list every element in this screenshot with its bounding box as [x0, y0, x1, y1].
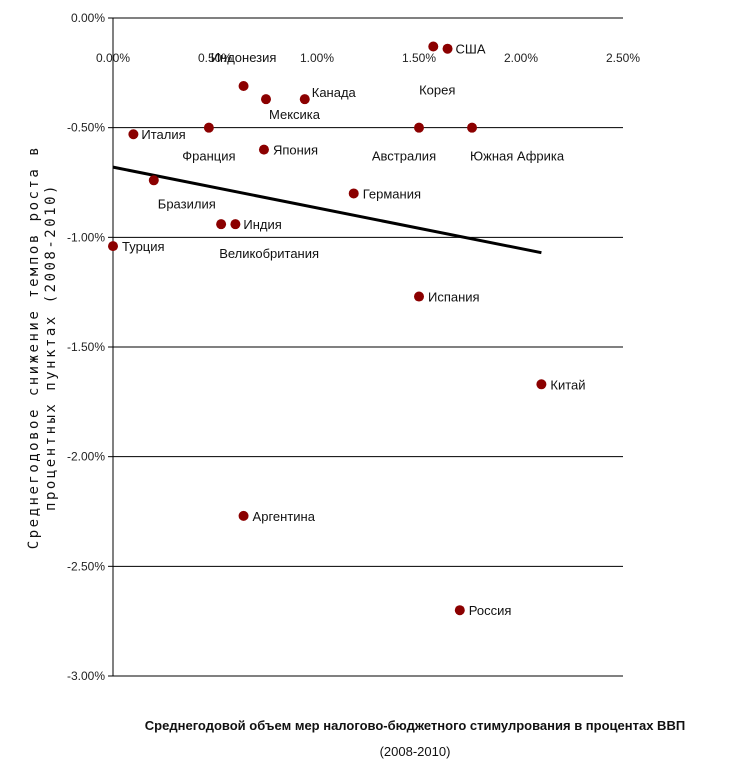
x-axis-label-line2: (2008-2010)	[380, 744, 451, 759]
y-tick-label: -0.50%	[67, 121, 105, 135]
point-label: Индия	[243, 217, 281, 232]
point-label: Аргентина	[253, 509, 316, 524]
data-point	[128, 129, 139, 140]
y-tick-label: -2.50%	[67, 559, 105, 573]
point-label: США	[456, 42, 486, 57]
y-tick-label: 0.00%	[71, 11, 105, 25]
gridlines	[108, 17, 623, 677]
y-axis-label-line2: процентных пунктах (2008-2010)	[43, 183, 59, 511]
data-point	[203, 122, 214, 133]
x-axis-label: Среднегодовой объем мер налогово-бюджетн…	[145, 718, 685, 733]
y-tick-label: -1.50%	[67, 340, 105, 354]
data-point	[414, 122, 424, 133]
point-label: Россия	[469, 603, 512, 618]
point-label: Австралия	[372, 149, 436, 164]
data-points: Турция Италия Бразилия Франция Великобритани…	[108, 41, 586, 618]
trend-line	[112, 165, 542, 255]
x-tick-label: 0.00%	[96, 51, 130, 65]
point-label: Бразилия	[158, 196, 216, 211]
x-tick-label: 0.50%	[198, 51, 232, 65]
data-point	[238, 510, 249, 521]
y-axis-label: Среднегодовое снижение темпов роста в	[26, 145, 42, 549]
x-tick-labels: 0.00% 0.50% 1.00% 1.50% 2.00% 2.50%	[96, 51, 640, 65]
point-label: Мексика	[269, 107, 321, 122]
point-label: Южная Африка	[470, 149, 565, 164]
data-point	[216, 219, 227, 230]
point-label: Япония	[273, 143, 318, 158]
data-point	[414, 291, 424, 302]
y-tick-labels: 0.00% -0.50% -1.00% -1.50% -2.00% -2.50% -3.00…	[67, 11, 105, 683]
y-tick-label: -1.00%	[67, 230, 105, 244]
point-label: Италия	[141, 127, 185, 142]
point-label: Великобритания	[219, 246, 319, 261]
data-point	[258, 144, 269, 155]
x-tick-label: 2.00%	[504, 51, 538, 65]
point-label: Испания	[428, 290, 480, 305]
data-point	[148, 175, 159, 186]
data-point	[442, 43, 453, 54]
data-point	[261, 94, 271, 105]
data-point	[230, 219, 241, 230]
x-tick-label: 1.00%	[300, 51, 334, 65]
data-point	[536, 379, 547, 390]
point-label: Германия	[363, 186, 421, 201]
x-tick-label: 2.50%	[606, 51, 640, 65]
point-label: Корея	[419, 83, 455, 98]
data-point	[467, 122, 478, 133]
y-tick-label: -2.00%	[67, 450, 105, 464]
data-point	[238, 80, 249, 91]
data-point	[348, 188, 359, 199]
x-tick-label: 1.50%	[402, 51, 436, 65]
data-point	[454, 605, 465, 616]
y-tick-label: -3.00%	[67, 669, 105, 683]
point-label: Индонезия	[211, 50, 277, 65]
point-label: Турция	[122, 239, 165, 254]
point-label: Канада	[312, 85, 357, 100]
point-label: Франция	[182, 149, 235, 164]
data-point	[428, 41, 439, 52]
point-label: Китай	[550, 377, 585, 392]
data-point	[108, 241, 118, 252]
data-point	[299, 94, 310, 105]
